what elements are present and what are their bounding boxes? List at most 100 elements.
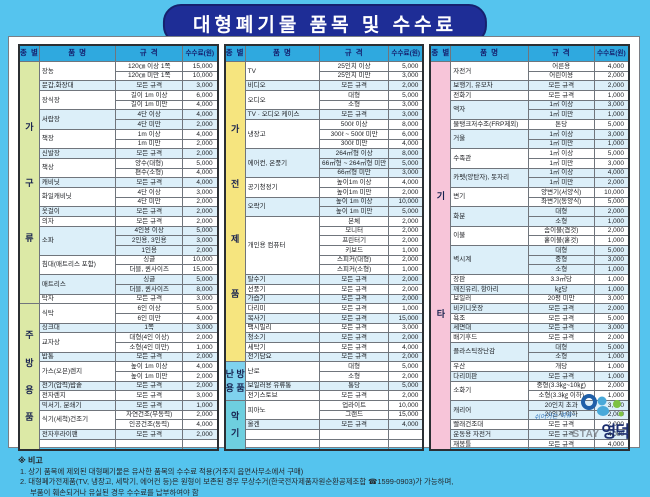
fee-cell: 3,000 <box>389 323 424 333</box>
item-name-cell: 침대(매트리스 포함) <box>39 255 116 274</box>
spec-cell: 모든 규격 <box>320 304 389 314</box>
fee-cell: 15,000 <box>389 313 424 323</box>
spec-cell: 1㎡ 이상 <box>528 129 594 139</box>
spec-cell: 모든 규격 <box>116 207 183 217</box>
spec-cell: 스피커(대형) <box>320 255 389 265</box>
item-name-cell: 식기(세척)건조기 <box>39 410 116 429</box>
fee-cell: 4,000 <box>182 178 217 188</box>
spec-cell: 모든 규격 <box>528 313 594 323</box>
fee-cell: 2,000 <box>389 236 424 246</box>
fee-cell: 15,000 <box>389 410 424 420</box>
fee-cell: 2,000 <box>389 284 424 294</box>
remark-line-1: 1. 상기 품목에 제외된 대형폐기물은 유사한 품목의 수수료 적용(거주지 … <box>20 467 630 477</box>
fee-cell: 1,000 <box>594 91 629 101</box>
item-name-cell: 화일캐비닛 <box>39 187 116 206</box>
spec-cell: 모든 규격 <box>528 323 594 333</box>
spec-cell <box>116 439 183 449</box>
fee-cell: 2,000 <box>389 352 424 362</box>
fee-cell: 2,000 <box>389 294 424 304</box>
item-name-cell: 비키니옷장 <box>451 304 529 314</box>
fee-cell: 1,000 <box>182 342 217 352</box>
spec-cell: 소형 <box>528 217 594 227</box>
fee-cell: 3,000 <box>389 110 424 120</box>
spec-cell: 4인용 이상 <box>116 226 183 236</box>
fee-cell: 1,000 <box>389 304 424 314</box>
fee-cell: 5,000 <box>182 304 217 314</box>
fee-cell: 2,000 <box>389 187 424 197</box>
item-name-cell: 의자 <box>39 217 116 227</box>
item-name-cell: 전기담요 <box>245 352 320 362</box>
spec-cell: 1㎡ 미만 <box>528 139 594 149</box>
spec-cell: 중형 <box>528 255 594 265</box>
fee-cell: 4,000 <box>182 420 217 430</box>
fee-cell: 2,000 <box>594 71 629 81</box>
spec-cell: 높이 1m 이상 <box>320 197 389 207</box>
category-label: 방 <box>25 358 33 368</box>
item-name-cell: 냉장고 <box>245 120 320 149</box>
item-name-cell: 전자후라이팬 <box>39 430 116 440</box>
item-name-cell: 보행기, 유모차 <box>451 81 529 91</box>
fee-cell: 3,000 <box>182 236 217 246</box>
table-row <box>19 439 218 449</box>
spec-cell: 편수(소형) <box>116 168 183 178</box>
item-name-cell: 옷걸이 <box>39 207 116 217</box>
spec-cell: 1인용 <box>116 246 183 256</box>
spec-cell: 모든 규격 <box>320 81 389 91</box>
fee-cell: 3,000 <box>389 71 424 81</box>
fee-cell: 2,000 <box>182 333 217 343</box>
spec-cell: 어린이용 <box>528 71 594 81</box>
column-header: 규 격 <box>528 45 594 62</box>
fee-cell: 2,000 <box>182 381 217 391</box>
item-name-cell: 식탁 <box>39 304 116 323</box>
spec-cell: 프린터기 <box>320 236 389 246</box>
remark-line-3: 부품이 훼손되거나 유실된 경우 수수료를 납부하여야 함 <box>30 488 630 497</box>
spec-cell: 스피커(소형) <box>320 265 389 275</box>
column-header: 품 명 <box>39 45 116 62</box>
item-name-cell: 서랍장 <box>39 110 116 129</box>
fee-cell: 4,000 <box>389 342 424 352</box>
fee-cell: 3,000 <box>182 294 217 304</box>
column-header: 품 명 <box>451 45 529 62</box>
fee-cell: 4,000 <box>182 110 217 120</box>
fee-cell: 10,000 <box>182 255 217 265</box>
fee-cell: 1,000 <box>594 236 629 246</box>
fee-cell: 2,000 <box>389 275 424 285</box>
fee-cell <box>182 439 217 449</box>
item-name-cell: 오디오 <box>245 91 320 110</box>
fee-cell: 2,000 <box>182 372 217 382</box>
fee-cell: 1,000 <box>594 217 629 227</box>
spec-cell: 모든 규격 <box>116 149 183 159</box>
fee-cell: 2,000 <box>389 391 424 401</box>
item-name-cell: 올겐 <box>245 420 320 430</box>
fee-cell: 2,000 <box>594 81 629 91</box>
spec-cell: 1m 이상 <box>116 129 183 139</box>
spec-cell: 4단 이상 <box>116 110 183 120</box>
spec-cell: 높이1m 이상 <box>320 178 389 188</box>
spec-cell: 모든 규격 <box>116 381 183 391</box>
column-header: 수수료(원) <box>594 45 629 62</box>
item-name-cell: 가스(오븐)렌지 <box>39 362 116 381</box>
item-name-cell: 물탱크저수조(FRP제외) <box>451 120 529 130</box>
fee-cell: 3,000 <box>182 187 217 197</box>
